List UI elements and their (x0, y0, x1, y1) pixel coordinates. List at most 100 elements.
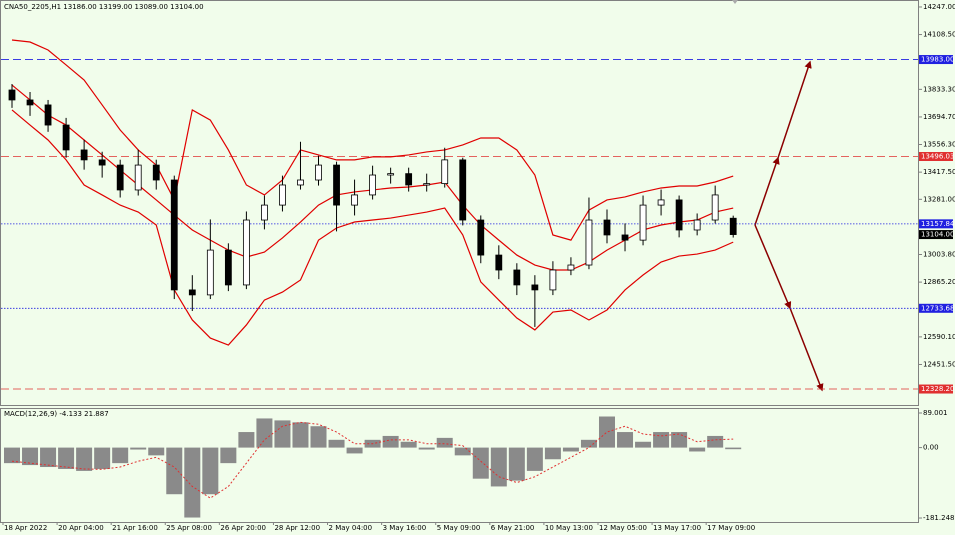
macd-bar (526, 447, 543, 471)
macd-bar (617, 432, 634, 448)
macd-bar (94, 447, 111, 469)
candle-body (567, 264, 575, 271)
candle-body (242, 219, 250, 286)
candle-body (531, 284, 539, 291)
candle-body (224, 249, 232, 286)
candle-body (477, 219, 485, 256)
macd-bar (454, 447, 471, 456)
candle-body (297, 179, 304, 186)
price-panel (0, 0, 919, 406)
candle-body (170, 179, 178, 291)
candle-body (206, 249, 214, 296)
x-tick-label: 18 Apr 2022 (4, 524, 47, 532)
candle-body (98, 159, 106, 166)
macd-bar (598, 416, 615, 448)
y-tick-label: 14247.00 (923, 3, 955, 11)
macd-bar (346, 447, 363, 454)
x-tick-label: 17 May 09:00 (707, 524, 755, 532)
macd-bar (76, 447, 93, 471)
shift-marker (732, 0, 738, 4)
bollinger-band (11, 109, 734, 346)
y-tick-label: 13281.00 (923, 195, 955, 203)
macd-bar (112, 447, 129, 464)
x-tick-label: 10 May 13:00 (545, 524, 593, 532)
macd-bar (292, 422, 309, 448)
level-price-label: 13496.03 (921, 153, 954, 161)
candle-body (333, 164, 340, 206)
y-tick-label: 12865.20 (923, 278, 955, 286)
arrow-up-2 (777, 60, 812, 159)
macd-bar (544, 447, 561, 460)
macd-bar (418, 447, 435, 450)
macd-bar (256, 418, 273, 448)
candle-body (351, 194, 358, 206)
x-tick-label: 12 May 05:00 (599, 524, 647, 532)
macd-bar (472, 447, 489, 479)
candle-body (585, 219, 593, 266)
macd-bar (725, 447, 742, 450)
y-tick-label: 12451.50 (923, 360, 955, 368)
level-price-box (919, 230, 953, 240)
x-tick-label: 2 May 04:00 (329, 524, 373, 532)
candle-body (621, 234, 629, 241)
candle-body (513, 269, 521, 286)
y-tick-label: 13694.70 (923, 113, 955, 121)
candle-body (711, 194, 719, 221)
candle-body (459, 159, 467, 221)
arrow-up-1 (754, 156, 780, 226)
candle-body (675, 199, 683, 231)
candle-body (693, 219, 701, 231)
y-tick-label: 13556.30 (923, 141, 955, 149)
macd-signal (11, 421, 734, 499)
candle-body (549, 269, 557, 291)
candle-body (44, 104, 52, 126)
y-tick-label: 13417.50 (923, 168, 955, 176)
macd-bar (274, 420, 291, 448)
level-price-box (919, 303, 953, 313)
macd-bar (4, 447, 20, 464)
candle-body (152, 164, 160, 181)
level-price-box (919, 219, 953, 229)
macd-bar (580, 439, 597, 448)
bollinger-band (11, 39, 734, 241)
x-tick-label: 25 Apr 08:00 (166, 524, 212, 532)
y-tick-label: 14108.50 (923, 31, 955, 39)
candle-body (62, 124, 70, 151)
candle-body (279, 184, 286, 206)
macd-bar (328, 439, 345, 448)
y-tick-label: 13833.30 (923, 85, 955, 93)
y-tick-label: 12590.10 (923, 333, 955, 341)
macd-bar (671, 432, 688, 448)
level-price-box (919, 55, 953, 65)
level-price-label: 12733.68 (921, 304, 954, 312)
macd-bar (562, 447, 579, 452)
macd-bar (202, 447, 219, 495)
chart-header: CNA50_2205,H1 13186.00 13199.00 13089.00… (4, 3, 204, 11)
level-price-label: 13157.84 (921, 220, 955, 228)
macd-bar (689, 447, 706, 452)
candle-body (26, 99, 34, 106)
x-tick-label: 3 May 16:00 (383, 524, 427, 532)
candle-body (261, 204, 268, 221)
candle-body (188, 289, 196, 296)
macd-bar (400, 441, 417, 448)
candle-body (657, 199, 665, 206)
y-tick-label: -181.248 (923, 514, 954, 522)
macd-panel (0, 408, 919, 523)
candle-body (639, 204, 647, 241)
macd-bar (310, 426, 327, 448)
level-price-box (919, 152, 953, 162)
forecast-arrows (754, 60, 824, 392)
candle-body (603, 219, 611, 236)
x-tick-label: 5 May 09:00 (437, 524, 481, 532)
level-price-label: 13983.00 (921, 56, 954, 64)
macd-bar (58, 447, 75, 469)
macd-bar (635, 441, 652, 448)
candle-body (369, 174, 377, 196)
macd-bar (184, 447, 201, 518)
candle-body (495, 254, 503, 271)
candle-body (80, 149, 88, 161)
macd-bar (166, 447, 183, 495)
candle-body (423, 183, 431, 186)
